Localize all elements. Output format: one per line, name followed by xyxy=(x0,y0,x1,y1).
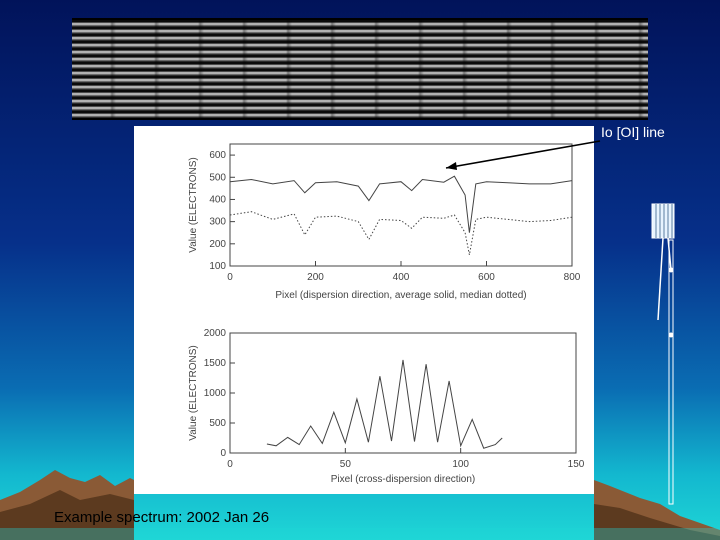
x-axis-title: Pixel (cross-dispersion direction) xyxy=(331,474,476,485)
x-tick-label: 200 xyxy=(307,272,324,283)
x-tick-label: 400 xyxy=(393,272,410,283)
y-tick-label: 300 xyxy=(209,217,226,228)
y-tick-label: 600 xyxy=(209,150,226,161)
io-oi-line-label: Io [OI] line xyxy=(601,124,665,140)
x-tick-label: 100 xyxy=(452,459,469,470)
y-axis-title: Value (ELECTRONS) xyxy=(188,157,199,252)
y-tick-label: 200 xyxy=(209,239,226,250)
y-tick-label: 0 xyxy=(220,448,226,459)
y-axis-title: Value (ELECTRONS) xyxy=(188,345,199,440)
slit-assembly-diagram xyxy=(651,203,675,505)
y-tick-label: 500 xyxy=(209,418,226,429)
x-tick-label: 50 xyxy=(340,459,352,470)
y-tick-label: 100 xyxy=(209,261,226,272)
x-tick-label: 600 xyxy=(478,272,495,283)
plot-panel: 0 200 400 600 800 100 200 300 400 500 600 Pixel (di… xyxy=(134,126,594,494)
x-tick-label: 800 xyxy=(564,272,581,283)
plot-frame xyxy=(229,143,573,267)
y-tick-label: 1000 xyxy=(204,388,227,399)
x-axis-title: Pixel (dispersion direction, average sol… xyxy=(275,290,526,301)
series-line-solid xyxy=(229,175,573,233)
top-spectrum-chart: 0 200 400 600 800 100 200 300 400 500 600 Pixel (di… xyxy=(188,143,581,301)
mountain-landscape xyxy=(0,470,720,540)
echelle-spectrum-image xyxy=(72,18,648,120)
y-tick-label: 1500 xyxy=(204,358,227,369)
y-tick-label: 500 xyxy=(209,172,226,183)
x-tick-label: 150 xyxy=(568,459,585,470)
series-line-dotted xyxy=(229,211,573,255)
y-tick-label: 2000 xyxy=(204,328,227,339)
x-tick-label: 0 xyxy=(227,459,233,470)
series-line-solid xyxy=(266,359,503,449)
x-tick-label: 0 xyxy=(227,272,233,283)
y-tick-label: 400 xyxy=(209,194,226,205)
figure-caption: Example spectrum: 2002 Jan 26 xyxy=(54,509,270,526)
